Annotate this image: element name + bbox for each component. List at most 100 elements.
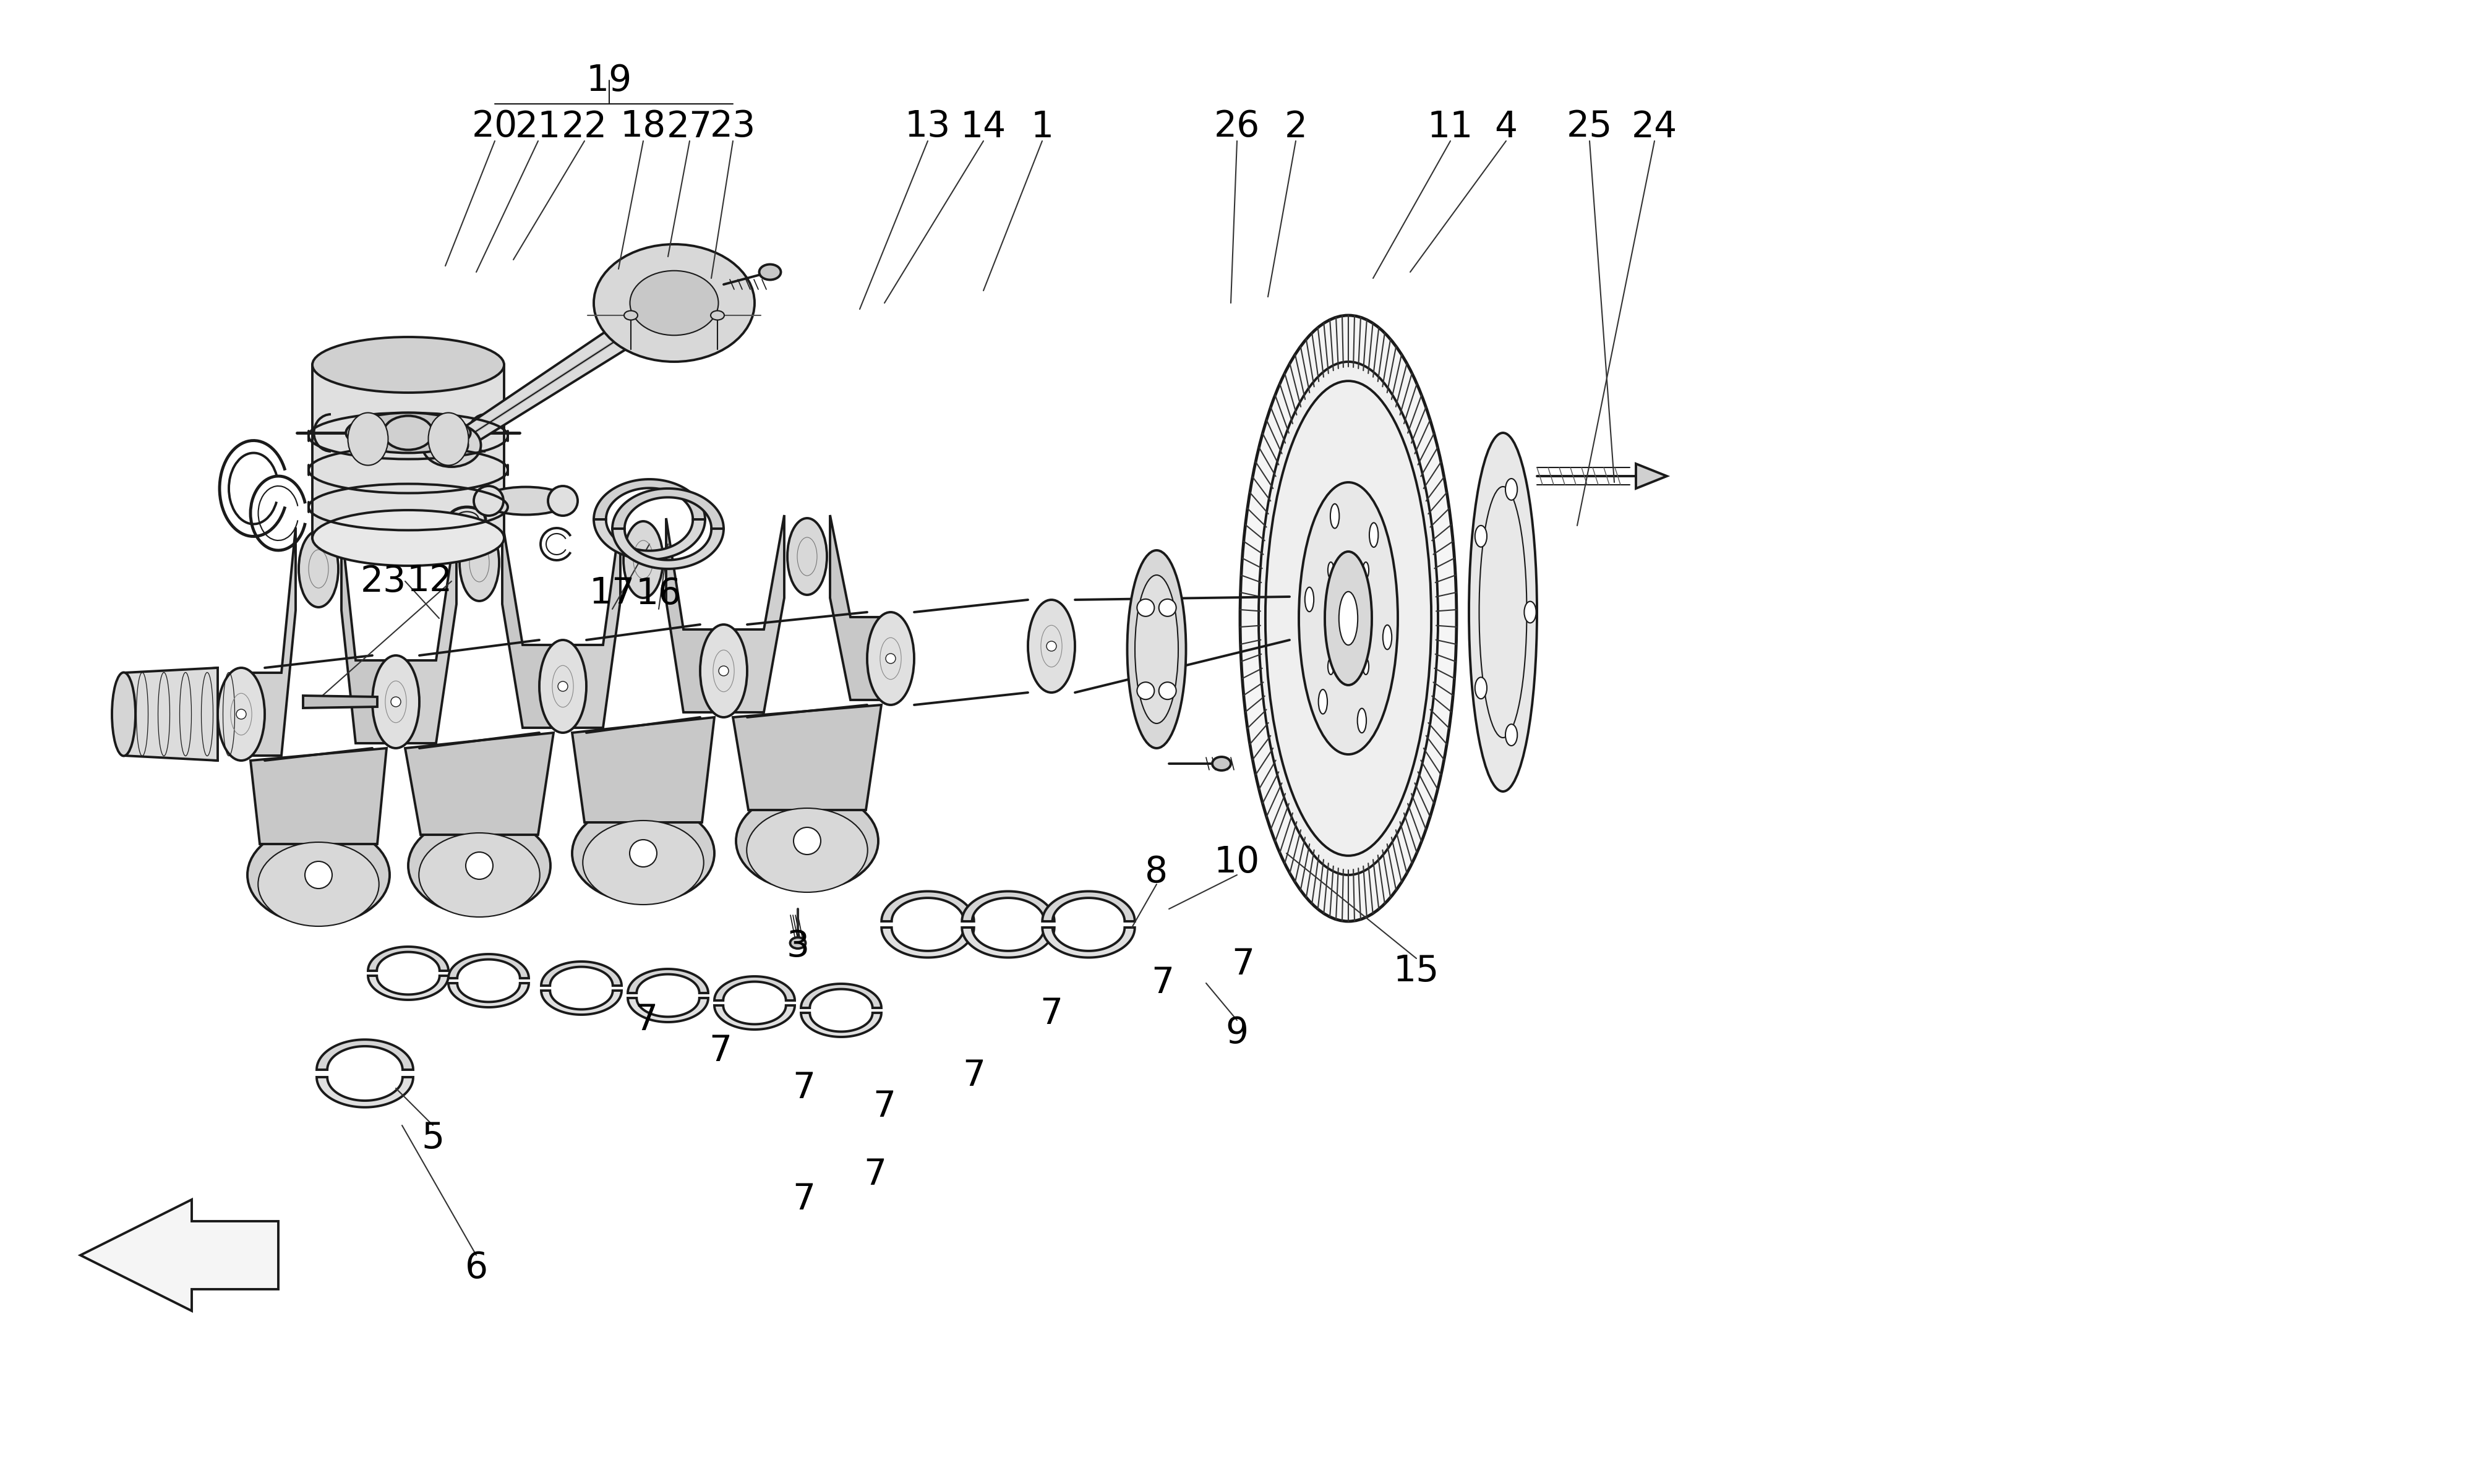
- Text: 20: 20: [473, 110, 517, 144]
- Ellipse shape: [737, 791, 878, 890]
- Polygon shape: [715, 976, 794, 1000]
- Polygon shape: [247, 527, 297, 755]
- Text: 5: 5: [421, 1120, 445, 1156]
- Ellipse shape: [868, 611, 915, 705]
- Polygon shape: [438, 303, 700, 445]
- Text: 2: 2: [1284, 110, 1306, 144]
- Ellipse shape: [1504, 479, 1517, 500]
- Polygon shape: [317, 1077, 413, 1107]
- Ellipse shape: [1299, 482, 1398, 754]
- Ellipse shape: [1319, 690, 1329, 714]
- Circle shape: [717, 666, 727, 675]
- Text: 22: 22: [562, 110, 609, 144]
- Text: 25: 25: [1566, 110, 1613, 144]
- Ellipse shape: [1363, 562, 1368, 579]
- Polygon shape: [312, 365, 505, 537]
- Ellipse shape: [428, 413, 468, 466]
- Text: 7: 7: [1150, 966, 1175, 1000]
- Polygon shape: [594, 479, 705, 519]
- Ellipse shape: [312, 510, 505, 565]
- Ellipse shape: [1259, 362, 1437, 876]
- Text: 14: 14: [960, 110, 1007, 144]
- Polygon shape: [302, 696, 376, 708]
- Polygon shape: [628, 997, 708, 1022]
- Text: 15: 15: [1393, 953, 1440, 988]
- Circle shape: [628, 840, 658, 867]
- Text: 27: 27: [666, 110, 713, 144]
- Polygon shape: [831, 515, 886, 700]
- Text: 23: 23: [361, 564, 406, 600]
- Ellipse shape: [1475, 525, 1487, 548]
- Ellipse shape: [1331, 505, 1338, 528]
- Polygon shape: [614, 528, 722, 568]
- Polygon shape: [1635, 463, 1667, 488]
- Ellipse shape: [1358, 708, 1366, 733]
- Text: 6: 6: [465, 1250, 487, 1285]
- Polygon shape: [79, 1199, 277, 1310]
- Polygon shape: [448, 954, 529, 978]
- Text: 19: 19: [586, 62, 633, 98]
- Text: 24: 24: [1630, 110, 1677, 144]
- Text: 12: 12: [406, 564, 453, 600]
- Polygon shape: [401, 521, 455, 743]
- Text: 7: 7: [1039, 996, 1064, 1031]
- Ellipse shape: [747, 809, 868, 892]
- Ellipse shape: [710, 310, 725, 321]
- Polygon shape: [250, 748, 386, 844]
- Ellipse shape: [1363, 659, 1368, 675]
- Polygon shape: [628, 969, 708, 993]
- Polygon shape: [542, 991, 621, 1015]
- Ellipse shape: [1304, 588, 1314, 611]
- Ellipse shape: [787, 518, 826, 595]
- Polygon shape: [542, 962, 621, 985]
- Circle shape: [1158, 683, 1175, 699]
- Ellipse shape: [418, 833, 539, 917]
- Text: 16: 16: [636, 576, 683, 611]
- Polygon shape: [802, 984, 881, 1008]
- Polygon shape: [369, 947, 448, 971]
- Circle shape: [1138, 600, 1155, 616]
- Polygon shape: [569, 518, 621, 727]
- Text: 7: 7: [863, 1158, 886, 1193]
- Polygon shape: [317, 1040, 413, 1070]
- Polygon shape: [666, 518, 717, 712]
- Text: 23: 23: [710, 110, 757, 144]
- Ellipse shape: [482, 487, 569, 515]
- Ellipse shape: [623, 310, 638, 321]
- Ellipse shape: [1368, 522, 1378, 548]
- Polygon shape: [1042, 892, 1136, 922]
- Text: 10: 10: [1215, 844, 1259, 880]
- Circle shape: [391, 697, 401, 706]
- Polygon shape: [715, 1006, 794, 1030]
- Ellipse shape: [594, 245, 755, 362]
- Ellipse shape: [1326, 552, 1371, 686]
- Ellipse shape: [423, 423, 480, 467]
- Text: 17: 17: [589, 576, 636, 611]
- Ellipse shape: [1329, 562, 1333, 579]
- Ellipse shape: [1329, 659, 1333, 675]
- Text: 7: 7: [1232, 947, 1254, 982]
- Polygon shape: [448, 982, 529, 1008]
- Ellipse shape: [571, 804, 715, 902]
- Ellipse shape: [257, 841, 379, 926]
- Ellipse shape: [1470, 433, 1536, 791]
- Polygon shape: [341, 527, 391, 743]
- Ellipse shape: [631, 270, 717, 335]
- Ellipse shape: [1264, 381, 1432, 856]
- Text: 13: 13: [905, 110, 950, 144]
- Ellipse shape: [247, 825, 391, 925]
- Text: 7: 7: [636, 1003, 658, 1037]
- Text: 21: 21: [515, 110, 562, 144]
- Polygon shape: [406, 733, 554, 834]
- Polygon shape: [962, 927, 1054, 957]
- Text: 7: 7: [792, 1181, 816, 1217]
- Polygon shape: [802, 1012, 881, 1037]
- Polygon shape: [594, 519, 705, 559]
- Ellipse shape: [475, 485, 505, 515]
- Ellipse shape: [111, 672, 136, 755]
- Ellipse shape: [789, 938, 807, 948]
- Ellipse shape: [700, 625, 747, 717]
- Polygon shape: [502, 521, 557, 727]
- Text: 7: 7: [962, 1058, 985, 1094]
- Ellipse shape: [1212, 757, 1232, 770]
